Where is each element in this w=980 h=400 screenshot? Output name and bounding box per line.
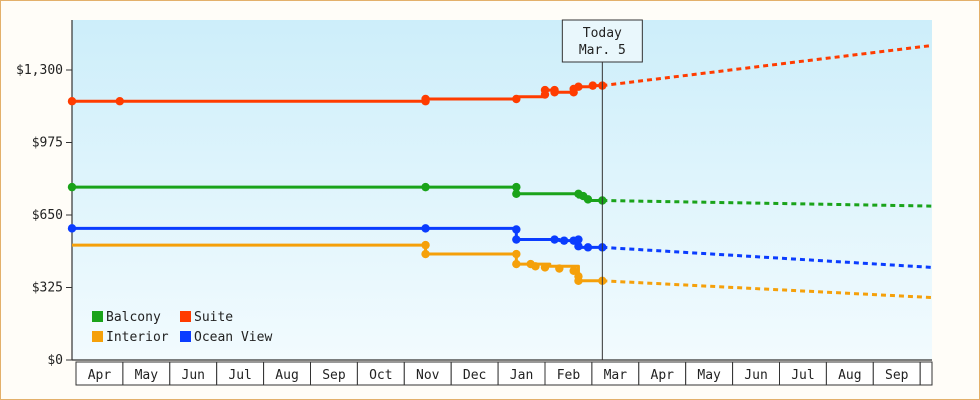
data-point — [421, 224, 430, 233]
data-point — [583, 243, 593, 252]
data-point — [559, 236, 569, 245]
x-tick-label: Jan — [510, 368, 533, 383]
x-tick-label: Apr — [651, 368, 675, 383]
x-tick-label: Apr — [88, 368, 112, 383]
x-tick-label: May — [697, 368, 721, 383]
data-point — [67, 182, 77, 192]
plot-area — [72, 20, 932, 360]
x-axis: Apr May Jun Jul Aug Sep Oct Nov Dec Jan Feb Mar Apr M… — [72, 359, 933, 386]
data-point — [540, 263, 550, 272]
today-date: Mar. 5 — [579, 43, 626, 58]
today-label: Today — [583, 26, 622, 41]
forecast-line — [602, 43, 933, 88]
y-tick-label: $0 — [47, 353, 63, 368]
today-marker: Today Mar. 5 — [561, 19, 643, 360]
legend-swatch — [92, 311, 103, 322]
data-point — [512, 259, 521, 269]
y-tick-label: $1,300 — [16, 63, 63, 78]
legend-swatch — [92, 331, 103, 342]
legend-swatch — [180, 331, 191, 342]
series-interior — [72, 240, 933, 300]
x-tick-label: Sep — [885, 368, 909, 383]
data-point — [574, 235, 583, 244]
x-tick-label: Jun — [182, 368, 205, 383]
x-tick-label: Nov — [416, 368, 440, 383]
y-tick-label: $975 — [32, 136, 63, 151]
data-point — [512, 189, 521, 199]
x-tick-label: Aug — [275, 368, 298, 383]
data-point — [512, 182, 521, 192]
data-point — [421, 94, 430, 104]
data-point — [115, 97, 124, 106]
data-point — [67, 224, 77, 233]
data-point — [583, 195, 593, 204]
series-ocean-view — [67, 224, 933, 269]
x-tick-label: Feb — [557, 368, 581, 383]
today-box — [561, 19, 643, 63]
forecast-line — [602, 199, 933, 208]
x-tick-label: Oct — [369, 368, 392, 383]
series-layer — [67, 43, 933, 300]
data-point — [531, 262, 540, 271]
data-point — [421, 182, 430, 192]
series-suite — [67, 43, 933, 106]
x-tick-label: Jun — [744, 368, 767, 383]
legend-label: Ocean View — [194, 330, 272, 345]
series-balcony — [67, 182, 933, 208]
forecast-line — [602, 279, 933, 300]
data-point — [512, 235, 521, 244]
x-tick-label: Jul — [228, 368, 251, 383]
data-point — [574, 82, 583, 91]
legend-label: Interior — [106, 330, 169, 345]
x-tick-label: Sep — [322, 368, 346, 383]
data-point — [550, 88, 559, 97]
data-point — [574, 276, 583, 286]
data-point — [569, 266, 578, 275]
x-tick-label: Dec — [463, 368, 486, 383]
data-point — [555, 264, 564, 273]
x-tick-label: Aug — [838, 368, 861, 383]
x-month-box-tail — [919, 361, 933, 386]
data-point — [67, 97, 77, 106]
data-point — [512, 94, 521, 104]
legend: Balcony Suite Interior Ocean View — [92, 310, 272, 345]
x-tick-label: Mar — [604, 368, 628, 383]
data-point — [540, 85, 550, 95]
legend-label: Suite — [194, 310, 233, 325]
y-tick-label: $650 — [32, 208, 63, 223]
y-axis: $0 $325 $650 $975 $1,300 — [16, 20, 73, 368]
data-point — [588, 81, 597, 90]
data-point — [421, 240, 430, 250]
legend-label: Balcony — [106, 310, 161, 325]
data-point — [512, 225, 521, 234]
data-point — [512, 249, 521, 259]
data-point — [550, 235, 559, 244]
x-tick-label: May — [135, 368, 159, 383]
data-point — [574, 242, 583, 251]
data-point — [421, 249, 430, 259]
x-tick-label: Jul — [791, 368, 814, 383]
legend-swatch — [180, 311, 191, 322]
forecast-line — [602, 245, 933, 269]
y-tick-label: $325 — [32, 281, 63, 296]
